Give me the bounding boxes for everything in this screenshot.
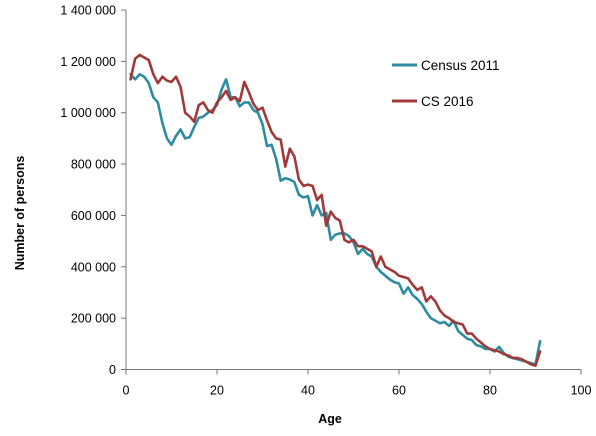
y-tick-label: 400 000: [71, 260, 116, 274]
x-tick-label: 40: [301, 384, 315, 398]
y-tick-label: 1 400 000: [60, 4, 116, 18]
y-tick-label: 1 200 000: [60, 55, 116, 69]
series-lines: [129, 53, 542, 367]
series-line-cs-2016: [129, 53, 542, 367]
x-axis-ticks: 0 20 40 60 80 100: [123, 369, 592, 398]
x-tick-label: 100: [571, 384, 592, 398]
x-tick-label: 20: [210, 384, 224, 398]
legend-label-cs-2016: CS 2016: [421, 94, 474, 109]
plot-area: 0 200 000 400 000 600 000 800 000 1 000 000 1 …: [60, 4, 591, 398]
legend: Census 2011 CS 2016: [392, 58, 500, 109]
x-tick-label: 80: [483, 384, 497, 398]
y-axis-ticks: 0 200 000 400 000 600 000 800 000 1 000 000 1 …: [60, 4, 126, 377]
series-line-census-2011: [129, 72, 542, 366]
y-tick-label: 200 000: [71, 312, 116, 326]
y-tick-label: 800 000: [71, 158, 116, 172]
y-tick-label: 1 000 000: [60, 106, 116, 120]
x-tick-label: 60: [392, 384, 406, 398]
y-tick-label: 0: [109, 363, 116, 377]
y-axis-title: Number of persons: [13, 156, 27, 271]
y-tick-label: 600 000: [71, 209, 116, 223]
legend-label-census-2011: Census 2011: [421, 58, 500, 73]
x-tick-label: 0: [123, 384, 130, 398]
x-axis-title: Age: [318, 412, 342, 426]
